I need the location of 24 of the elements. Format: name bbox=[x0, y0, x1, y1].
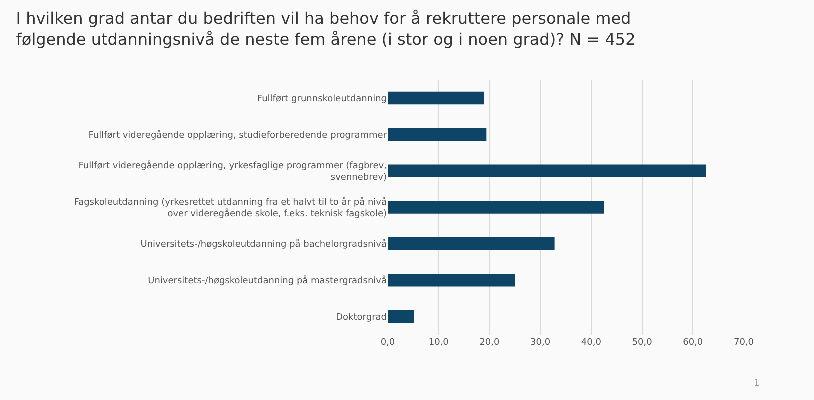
y-tick-label: Doktorgrad bbox=[336, 312, 387, 323]
x-tick-label: 50,0 bbox=[632, 338, 653, 348]
chart-title: I hvilken grad antar du bedriften vil ha behov for å rekruttere personale med følgende utdanningsnivå de neste fem årene (i stor og i noen grad)? N = 452 bbox=[16, 9, 636, 49]
x-tick-label: 40,0 bbox=[581, 338, 602, 348]
x-tick-label: 70,0 bbox=[734, 338, 754, 348]
text: 1 bbox=[754, 379, 760, 389]
bar bbox=[388, 128, 487, 142]
bar bbox=[388, 310, 414, 324]
bar bbox=[388, 164, 706, 178]
x-tick-label: 30,0 bbox=[530, 338, 551, 348]
bar bbox=[388, 201, 604, 214]
x-tick-label: 20,0 bbox=[480, 338, 500, 348]
x-tick-label: 60,0 bbox=[683, 338, 704, 348]
y-tick-label: Fullført grunnskoleutdanning bbox=[257, 94, 387, 104]
y-tick-label: Universitets-/høgskoleutdanning på bachelorgradsnivå bbox=[140, 239, 387, 250]
x-tick-label: 0,0 bbox=[380, 338, 396, 348]
y-tick-label: Universitets-/høgskoleutdanning på mastergradsnivå bbox=[148, 276, 387, 287]
y-tick-label: Fagskoleutdanning (yrkesrettet utdanning fra et halvt til to år på nivå over videregående skole, f.eks. teknisk fagskole) bbox=[74, 196, 387, 220]
bar bbox=[388, 274, 516, 287]
x-tick-label: 10,0 bbox=[428, 338, 450, 348]
bar bbox=[388, 238, 555, 250]
y-tick-label: Fullført videregående opplæring, yrkesfaglige programmer (fagbrev, svennebrev) bbox=[78, 160, 387, 184]
y-tick-label: Fullført videregående opplæring, studieforberedende programmer bbox=[88, 130, 388, 141]
bar bbox=[388, 92, 484, 105]
